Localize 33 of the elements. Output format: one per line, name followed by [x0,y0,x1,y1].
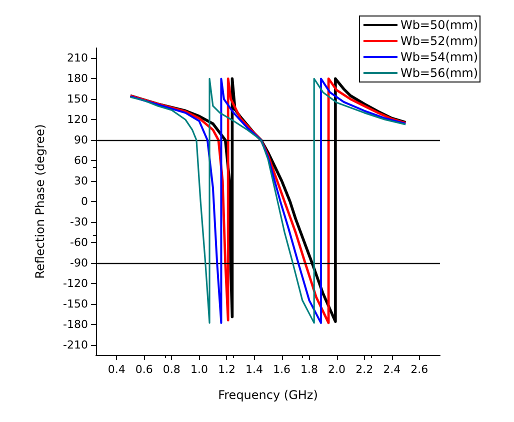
legend-label: Wb=56(mm) [400,66,478,80]
y-tick-label: 180 [67,72,88,86]
y-tick-label: 90 [74,134,88,147]
y-tick-label: -120 [63,276,88,290]
y-axis-title: Reflection Phase (degree) [33,124,47,279]
x-tick-label: 2.2 [356,363,374,376]
y-tick-label: 30 [74,174,88,188]
y-tick-label: 60 [74,154,88,168]
y-tick-label: -180 [63,318,88,331]
y-tick-label: 120 [67,113,88,126]
x-tick-label: 1.6 [273,363,291,376]
legend-label: Wb=52(mm) [400,34,478,48]
y-tick-label: 210 [67,52,88,65]
x-tick-label: 2.4 [383,363,401,376]
x-tick-label: 1.2 [218,363,236,376]
y-tick-label: -210 [63,338,88,352]
x-tick-label: 0.6 [135,363,153,376]
legend-label: Wb=54(mm) [400,50,478,64]
y-tick-label: -150 [63,297,88,310]
y-tick-label: -30 [70,215,88,228]
y-tick-label: 0 [81,195,88,208]
x-axis-title: Frequency (GHz) [218,388,318,402]
legend-label: Wb=50(mm) [400,18,478,32]
x-tick-label: 0.4 [108,363,126,376]
y-tick-label: -90 [70,256,88,270]
x-tick-label: 0.8 [162,363,180,376]
x-tick-label: 1.0 [190,363,208,376]
y-tick-label: -60 [70,236,88,249]
x-tick-label: 1.8 [300,363,318,376]
x-tick-label: 2.6 [410,363,428,376]
x-tick-label: 1.4 [245,363,263,376]
x-tick-label: 2.0 [328,363,346,376]
y-tick-label: 150 [67,92,88,106]
